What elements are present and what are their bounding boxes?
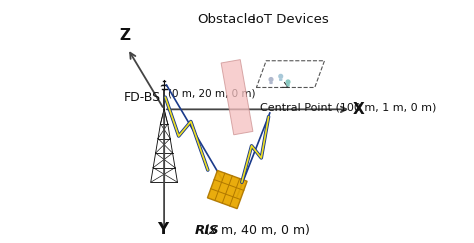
Text: IoT Devices: IoT Devices	[252, 13, 329, 26]
Text: FD-BS: FD-BS	[124, 91, 161, 104]
Polygon shape	[221, 60, 253, 135]
Circle shape	[269, 78, 273, 81]
Text: Obstacle: Obstacle	[197, 13, 255, 26]
Text: Z: Z	[119, 27, 130, 43]
Polygon shape	[208, 170, 247, 209]
Polygon shape	[269, 82, 273, 84]
Text: Y: Y	[157, 222, 168, 237]
Text: ($x$ m, 40 m, 0 m): ($x$ m, 40 m, 0 m)	[204, 222, 310, 237]
Text: Central Point (100 m, 1 m, 0 m): Central Point (100 m, 1 m, 0 m)	[260, 103, 437, 113]
Polygon shape	[286, 84, 290, 87]
Circle shape	[279, 74, 283, 78]
Text: (0 m, 20 m, 0 m): (0 m, 20 m, 0 m)	[168, 88, 255, 98]
Polygon shape	[279, 78, 283, 81]
Circle shape	[286, 80, 290, 84]
Text: RIS: RIS	[194, 224, 219, 237]
Text: X: X	[353, 102, 364, 117]
